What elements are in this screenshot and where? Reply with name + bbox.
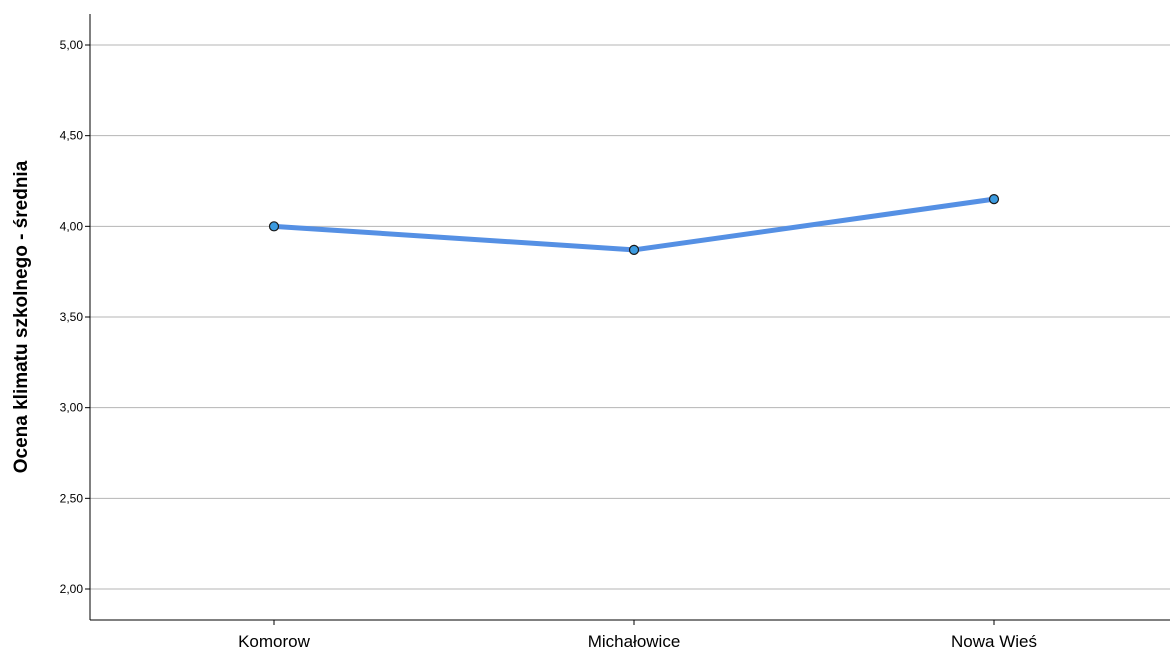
y-tick-label: 5,00 <box>60 38 84 52</box>
x-tick-label: Komorow <box>238 632 311 651</box>
series-line <box>271 196 997 253</box>
data-point-micha-owice <box>628 244 640 256</box>
data-markers <box>268 194 1000 256</box>
y-tick-label: 3,00 <box>60 401 84 415</box>
y-tick-labels: 2,00 2,50 3,00 3,50 4,00 4,50 5,00 <box>60 38 90 596</box>
data-point-nowa-wie- <box>988 194 1000 205</box>
x-tick-labels: Komorow Michałowice Nowa Wieś <box>238 620 1037 651</box>
y-tick-label: 2,00 <box>60 582 84 596</box>
x-tick-label: Nowa Wieś <box>951 632 1037 651</box>
y-tick-label: 4,00 <box>60 219 84 233</box>
y-tick-label: 4,50 <box>60 129 84 143</box>
y-tick-label: 3,50 <box>60 310 84 324</box>
y-axis-label: Ocena klimatu szkolnego - średnia <box>11 160 32 473</box>
y-tick-label: 2,50 <box>60 491 84 505</box>
x-tick-label: Michałowice <box>588 632 681 651</box>
data-point-komorow <box>268 221 280 232</box>
gridlines <box>90 44 1170 590</box>
